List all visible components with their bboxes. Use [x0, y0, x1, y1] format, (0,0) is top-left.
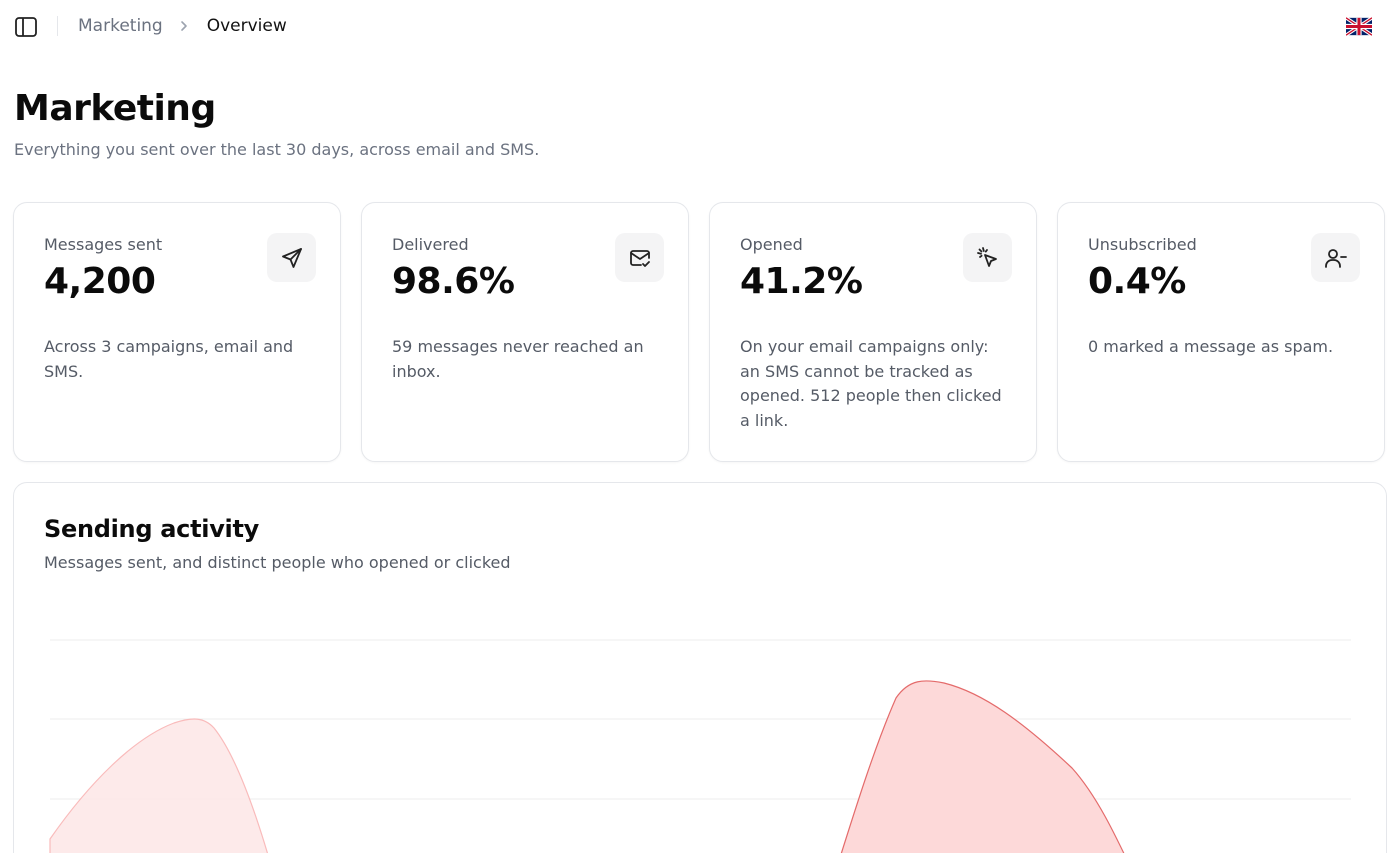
chart-area-strong: [840, 680, 1125, 853]
user-minus-icon: [1311, 233, 1360, 282]
mail-check-icon: [615, 233, 664, 282]
stat-card-messages-sent: Messages sent 4,200 Across 3 campaigns, …: [13, 202, 341, 462]
stat-label: Messages sent: [44, 235, 163, 254]
stat-description: 0 marked a message as spam.: [1088, 337, 1334, 356]
sidebar-toggle-icon[interactable]: [14, 16, 38, 38]
stat-value: 4,200: [44, 261, 156, 302]
chevron-right-icon: [179, 20, 189, 32]
breadcrumb-current: Overview: [206, 16, 287, 36]
stat-label: Opened: [740, 235, 803, 254]
send-icon: [267, 233, 316, 282]
stat-description: Across 3 campaigns, email and SMS.: [44, 337, 294, 381]
stat-value: 98.6%: [392, 261, 515, 302]
stat-description: On your email campaigns only: an SMS can…: [740, 337, 1002, 430]
stat-card-delivered: Delivered 98.6% 59 messages never reache…: [361, 202, 689, 462]
sending-activity-card: Sending activity Messages sent, and dist…: [13, 482, 1387, 853]
top-bar: Marketing Overview: [0, 0, 1400, 52]
stat-description: 59 messages never reached an inbox.: [392, 337, 644, 381]
stat-label: Delivered: [392, 235, 469, 254]
breadcrumb: Marketing Overview: [78, 15, 287, 37]
chart-area-light: [49, 718, 269, 853]
activity-title: Sending activity: [44, 515, 259, 543]
page-title: Marketing: [14, 88, 216, 129]
stat-value: 0.4%: [1088, 261, 1186, 302]
mouse-pointer-click-icon: [963, 233, 1012, 282]
stat-label: Unsubscribed: [1088, 235, 1197, 254]
topbar-divider: [57, 16, 58, 36]
stat-card-opened: Opened 41.2% On your email campaigns onl…: [709, 202, 1037, 462]
stat-value: 41.2%: [740, 261, 863, 302]
activity-subtitle: Messages sent, and distinct people who o…: [44, 553, 511, 572]
breadcrumb-marketing-link[interactable]: Marketing: [78, 16, 163, 36]
activity-chart: [49, 639, 1351, 853]
stat-card-unsubscribed: Unsubscribed 0.4% 0 marked a message as …: [1057, 202, 1385, 462]
uk-flag-icon[interactable]: [1345, 16, 1373, 37]
page-subtitle: Everything you sent over the last 30 day…: [14, 140, 540, 159]
